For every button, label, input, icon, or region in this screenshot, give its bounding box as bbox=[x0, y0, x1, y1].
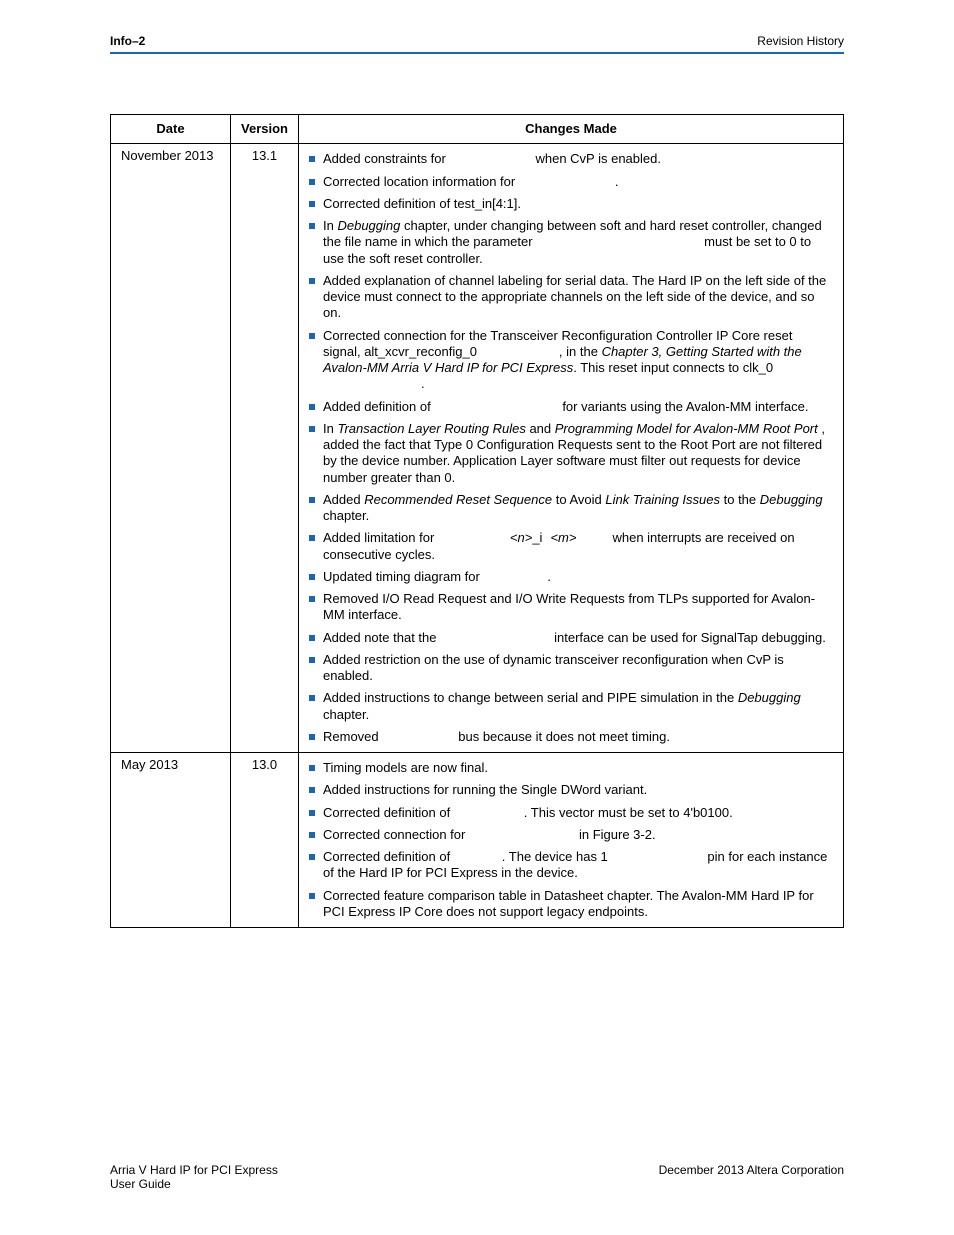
list-item: Corrected definition of . This vector mu… bbox=[303, 802, 833, 824]
text: Added explanation of channel labeling fo… bbox=[323, 273, 826, 321]
text: . bbox=[519, 174, 619, 189]
text: Corrected feature comparison table in Da… bbox=[323, 888, 814, 919]
text: Added constraints for bbox=[323, 151, 449, 166]
text: Added bbox=[323, 492, 364, 507]
header-rule bbox=[110, 52, 844, 54]
text: Updated timing diagram for bbox=[323, 569, 483, 584]
list-item: Corrected connection for in Figure 3-2. bbox=[303, 824, 833, 846]
text: . The device has 1 bbox=[454, 849, 612, 864]
cell-changes: Added constraints for when CvP is enable… bbox=[299, 144, 844, 753]
text: Added restriction on the use of dynamic … bbox=[323, 652, 784, 683]
text: . This reset input connects to clk_0 bbox=[573, 360, 773, 375]
list-item: Added definition of for variants using t… bbox=[303, 396, 833, 418]
text: Corrected definition of test_in[4:1]. bbox=[323, 196, 521, 211]
text: Removed bbox=[323, 729, 382, 744]
list-item: Added constraints for when CvP is enable… bbox=[303, 148, 833, 170]
text: chapter. bbox=[323, 707, 369, 722]
text: Timing models are now final. bbox=[323, 760, 488, 775]
text: In bbox=[323, 218, 337, 233]
italic-text: Debugging bbox=[738, 690, 801, 705]
list-item: Added instructions to change between ser… bbox=[303, 687, 833, 726]
italic-text: <m> bbox=[542, 530, 576, 545]
italic-text: <n> bbox=[438, 530, 532, 545]
footer-date-org: December 2013 Altera Corporation bbox=[659, 1163, 844, 1191]
text: In bbox=[323, 421, 337, 436]
italic-text: Recommended Reset Sequence bbox=[364, 492, 552, 507]
list-item: Added instructions for running the Singl… bbox=[303, 779, 833, 801]
page-header: Info–2 Revision History bbox=[110, 34, 844, 48]
cell-date: November 2013 bbox=[111, 144, 231, 753]
text: bus because it does not meet timing. bbox=[382, 729, 670, 744]
text: , in the bbox=[477, 344, 602, 359]
col-header-date: Date bbox=[111, 115, 231, 144]
list-item: Timing models are now final. bbox=[303, 757, 833, 779]
cell-date: May 2013 bbox=[111, 753, 231, 928]
italic-text: Link Training Issues bbox=[605, 492, 720, 507]
cell-version: 13.0 bbox=[231, 753, 299, 928]
text: chapter. bbox=[323, 508, 369, 523]
text: Corrected location information for bbox=[323, 174, 519, 189]
list-item: Corrected definition of . The device has… bbox=[303, 846, 833, 885]
col-header-version: Version bbox=[231, 115, 299, 144]
list-item: In Transaction Layer Routing Rules and P… bbox=[303, 418, 833, 489]
text: . bbox=[323, 376, 425, 391]
text: Added instructions to change between ser… bbox=[323, 690, 738, 705]
col-header-changes: Changes Made bbox=[299, 115, 844, 144]
header-page-id: Info–2 bbox=[110, 34, 145, 48]
footer-doc-title: Arria V Hard IP for PCI ExpressUser Guid… bbox=[110, 1163, 278, 1191]
list-item: Corrected feature comparison table in Da… bbox=[303, 885, 833, 924]
italic-text: Debugging bbox=[337, 218, 400, 233]
italic-text: Programming Model for Avalon-MM Root Por… bbox=[555, 421, 818, 436]
cell-changes: Timing models are now final. Added instru… bbox=[299, 753, 844, 928]
changes-list: Added constraints for when CvP is enable… bbox=[303, 148, 833, 748]
text: for variants using the Avalon-MM interfa… bbox=[434, 399, 808, 414]
table-row: May 201313.0Timing models are now final.… bbox=[111, 753, 844, 928]
list-item: Added Recommended Reset Sequence to Avoi… bbox=[303, 489, 833, 528]
page-footer: Arria V Hard IP for PCI ExpressUser Guid… bbox=[110, 1163, 844, 1191]
text: to Avoid bbox=[552, 492, 605, 507]
list-item: Added limitation for <n>_i<m>when interr… bbox=[303, 527, 833, 566]
text: and bbox=[526, 421, 555, 436]
text: . bbox=[483, 569, 551, 584]
revision-history-table: Date Version Changes Made November 20131… bbox=[110, 114, 844, 928]
text: in Figure 3-2. bbox=[469, 827, 656, 842]
text: Corrected definition of bbox=[323, 805, 454, 820]
text: Corrected definition of bbox=[323, 849, 454, 864]
text: Removed I/O Read Request and I/O Write R… bbox=[323, 591, 815, 622]
italic-text: Transaction Layer Routing Rules bbox=[337, 421, 525, 436]
list-item: Corrected connection for the Transceiver… bbox=[303, 325, 833, 396]
changes-list: Timing models are now final. Added instru… bbox=[303, 757, 833, 923]
list-item: Removed bus because it does not meet tim… bbox=[303, 726, 833, 748]
list-item: Updated timing diagram for . bbox=[303, 566, 833, 588]
list-item: Added restriction on the use of dynamic … bbox=[303, 649, 833, 688]
text: _i bbox=[532, 530, 542, 545]
text: Added definition of bbox=[323, 399, 434, 414]
text: Added note that the bbox=[323, 630, 440, 645]
text: . This vector must be set to 4'b0100. bbox=[454, 805, 733, 820]
text: to the bbox=[720, 492, 760, 507]
list-item: Corrected definition of test_in[4:1]. bbox=[303, 193, 833, 215]
italic-text: Debugging bbox=[760, 492, 823, 507]
list-item: In Debugging chapter, under changing bet… bbox=[303, 215, 833, 270]
text: Added limitation for bbox=[323, 530, 438, 545]
list-item: Removed I/O Read Request and I/O Write R… bbox=[303, 588, 833, 627]
table-header-row: Date Version Changes Made bbox=[111, 115, 844, 144]
cell-version: 13.1 bbox=[231, 144, 299, 753]
list-item: Added note that the interface can be use… bbox=[303, 627, 833, 649]
list-item: Added explanation of channel labeling fo… bbox=[303, 270, 833, 325]
page: Info–2 Revision History Date Version Cha… bbox=[0, 0, 954, 1235]
text: interface can be used for SignalTap debu… bbox=[440, 630, 826, 645]
text: Added instructions for running the Singl… bbox=[323, 782, 647, 797]
table-row: November 201313.1Added constraints for w… bbox=[111, 144, 844, 753]
text: Corrected connection for bbox=[323, 827, 469, 842]
header-section-title: Revision History bbox=[757, 34, 844, 48]
list-item: Corrected location information for . bbox=[303, 171, 833, 193]
text: when CvP is enabled. bbox=[449, 151, 661, 166]
